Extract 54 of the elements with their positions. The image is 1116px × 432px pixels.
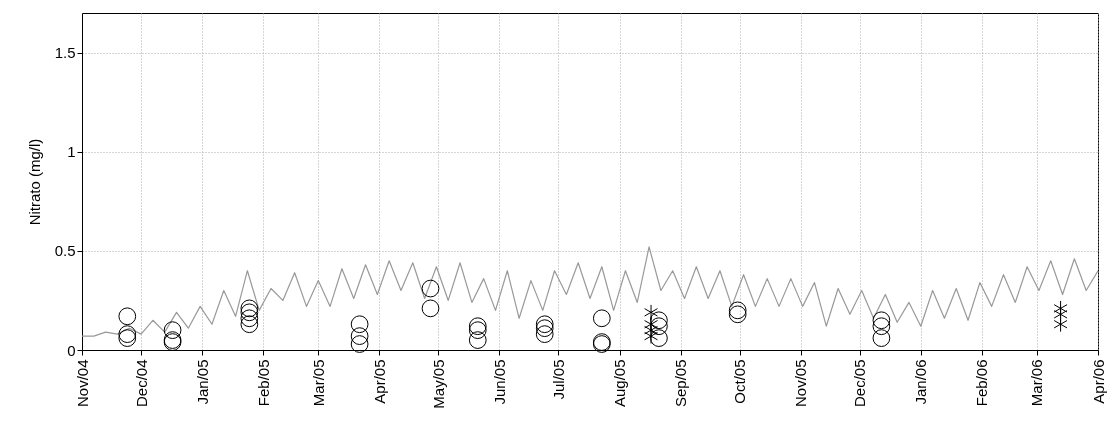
point xyxy=(240,315,259,334)
x-tick-label: Feb/05 xyxy=(254,359,272,407)
x-tick-label: Dec/05 xyxy=(851,359,869,408)
x-tick-label: Aug/05 xyxy=(611,359,629,408)
point xyxy=(240,309,259,328)
point xyxy=(535,325,554,343)
point xyxy=(350,315,369,334)
y-axis-title: Nitrato (mg/l) xyxy=(25,138,43,226)
x-tick-label: Feb/06 xyxy=(973,359,991,407)
point xyxy=(650,317,668,336)
point xyxy=(728,301,747,320)
line-series xyxy=(82,246,1098,337)
point xyxy=(468,317,487,336)
point xyxy=(468,331,487,349)
x-tick-label: Oct/05 xyxy=(731,359,749,404)
point xyxy=(650,329,668,347)
point xyxy=(728,305,747,324)
x-tick-label: May/05 xyxy=(429,359,447,409)
point xyxy=(350,327,369,345)
point xyxy=(240,299,259,318)
point xyxy=(240,303,259,322)
point xyxy=(163,321,182,340)
point xyxy=(872,329,891,347)
point xyxy=(118,329,137,347)
point xyxy=(350,335,369,353)
point xyxy=(644,328,658,345)
x-tick-label: Jan/05 xyxy=(193,359,211,405)
x-tick-label: Nov/05 xyxy=(792,359,810,408)
x-tick-label: Mar/05 xyxy=(309,359,327,407)
x-tick-label: Apr/05 xyxy=(370,359,388,404)
point xyxy=(468,321,487,340)
x-tick-label: Nov/04 xyxy=(73,359,91,408)
x-tick-label: Dec/04 xyxy=(132,359,150,408)
x-tick-label: Jan/06 xyxy=(912,359,930,405)
point xyxy=(872,311,891,330)
x-tick-label: Mar/06 xyxy=(1028,359,1046,407)
y-tick-label: 0.5 xyxy=(54,242,76,260)
point xyxy=(421,279,440,298)
point xyxy=(592,309,611,328)
point xyxy=(650,311,668,330)
x-tick-label: Sep/05 xyxy=(672,359,690,408)
y-tick-label: 1.5 xyxy=(54,44,76,62)
y-tick-label: 1 xyxy=(67,143,76,161)
point xyxy=(535,319,554,338)
point xyxy=(118,307,137,326)
x-tick-label: Jul/05 xyxy=(550,359,567,400)
y-tick-label: 0 xyxy=(67,341,76,359)
x-tick-label: Apr/06 xyxy=(1089,359,1107,404)
point xyxy=(535,315,554,334)
x-tick-label: Jun/05 xyxy=(490,359,508,405)
point xyxy=(872,317,891,336)
point xyxy=(421,299,440,318)
point xyxy=(118,325,137,343)
point xyxy=(1053,316,1068,333)
